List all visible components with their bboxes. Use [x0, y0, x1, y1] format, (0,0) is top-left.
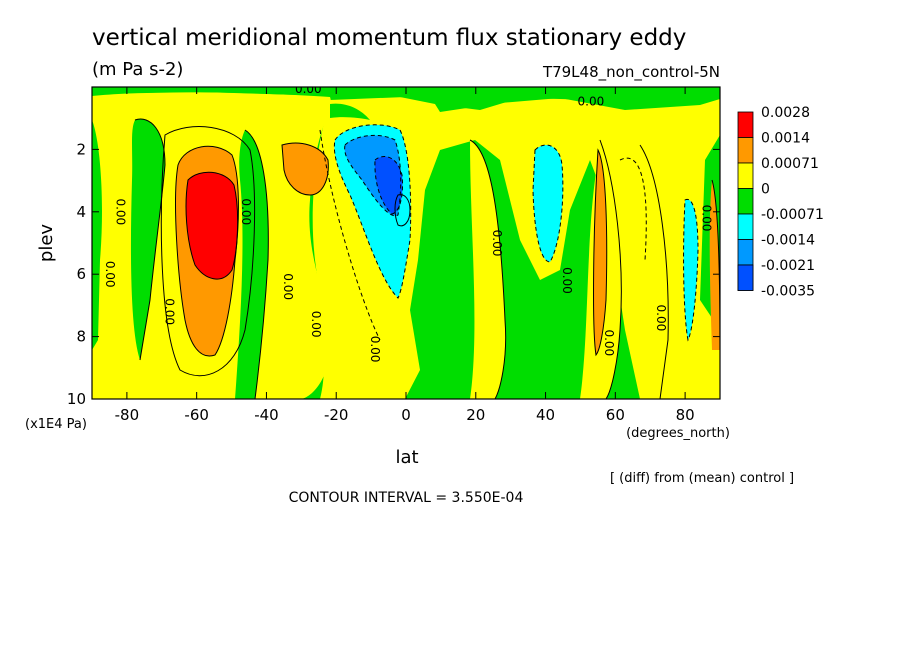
legend-swatch: [737, 188, 754, 215]
contour-line: [160, 126, 256, 377]
green-cap-20s: [330, 103, 370, 120]
legend-label: 0.00071: [761, 156, 819, 172]
contour-line: [344, 134, 402, 217]
contour-interval: CONTOUR INTERVAL = 3.550E-04: [289, 490, 524, 506]
contour-line: [374, 156, 403, 215]
x-tick-label: 80: [676, 406, 695, 424]
legend-swatch: [737, 239, 754, 266]
contour-value-label: 0.00: [281, 273, 295, 300]
x-tick-label: 40: [536, 406, 555, 424]
legend-label: 0: [761, 182, 770, 198]
contour-line: [619, 157, 647, 261]
contour-line: [532, 144, 564, 263]
legend-label: -0.0035: [761, 284, 815, 300]
contour-line: [639, 144, 669, 399]
legend-label: 0.0014: [761, 131, 810, 147]
green-regions: [92, 87, 720, 399]
contour-line: [394, 194, 411, 227]
run-label: T79L48_non_control-5N: [542, 63, 720, 82]
y-tick-label: 2: [76, 140, 86, 158]
x-tick-label: 60: [606, 406, 625, 424]
y-axis: 2 4 6 8 10: [67, 140, 720, 408]
units-label: (m Pa s-2): [92, 59, 183, 80]
color-legend: 0.0028 0.0014 0.00071 0 -0.00071 -0.0014 -0.00…: [737, 105, 824, 300]
x-tick-label: -20: [324, 406, 349, 424]
green-strip-45s: [235, 130, 269, 399]
x-tick-label: -60: [184, 406, 209, 424]
contour-line: [683, 198, 699, 342]
orange-88n: [709, 180, 720, 350]
legend-label: -0.0014: [761, 233, 815, 249]
y-tick-label: 8: [76, 328, 86, 346]
green-strip-75s: [130, 119, 165, 360]
region-north-positive: [312, 96, 720, 399]
contour-labels: 0.00 0.00 0.00 0.00 0.00 0.00 0.00 0.00 0.00 0.00…: [103, 82, 714, 363]
contour-value-label: 0.00: [113, 198, 127, 225]
contour-line: [593, 148, 608, 357]
contour-line: [175, 145, 239, 357]
legend-swatch: [737, 111, 754, 138]
orange-55n: [593, 150, 607, 355]
x-axis: -80 -60 -40 -20 0 20 40 60 80: [115, 87, 695, 424]
contour-value-label: 0.00: [602, 329, 616, 356]
x-tick-label: -80: [115, 406, 140, 424]
y-axis-label: plev: [36, 224, 57, 263]
chart-title: vertical meridional momentum flux statio…: [92, 25, 686, 51]
contour-line: [469, 139, 507, 399]
x-tick-label: -40: [254, 406, 279, 424]
y-axis-units: (x1E4 Pa): [25, 417, 87, 432]
y-tick-label: 4: [76, 203, 86, 221]
band-20n: [470, 140, 506, 399]
contour-line: [185, 171, 239, 280]
band-65n: [640, 145, 669, 399]
contour-line: [333, 124, 412, 299]
x-tick-label: 20: [466, 406, 485, 424]
y-tick-label: 6: [76, 265, 86, 283]
contour-line: [134, 118, 166, 361]
contour-field: 0.00 0.00 0.00 0.00 0.00 0.00 0.00 0.00 0.00 0.00…: [92, 82, 720, 399]
contour-value-label: 0.00: [295, 82, 322, 96]
cyan-40n: [533, 145, 563, 262]
red-60s: [186, 172, 238, 280]
contour-line: [244, 129, 269, 399]
contour-value-label: 0.00: [654, 305, 668, 332]
orange-25s: [282, 143, 329, 195]
green-top: [92, 87, 720, 110]
legend-label: -0.0021: [761, 258, 815, 274]
contour-value-label: 0.00: [162, 298, 176, 325]
x-tick-label: 0: [401, 406, 411, 424]
legend-swatch: [737, 264, 754, 291]
legend-swatch: [737, 137, 754, 164]
contour-value-label: 0.00: [309, 311, 323, 338]
contour-value-label: 0.00: [239, 198, 253, 225]
contour-line: [281, 142, 329, 196]
contour-line: [319, 129, 381, 341]
y-tick-label: 10: [67, 390, 86, 408]
contour-value-label: 0.00: [700, 205, 714, 232]
legend-label: -0.00071: [761, 207, 824, 223]
legend-label: 0.0028: [761, 105, 810, 121]
contour-lines: [134, 118, 720, 399]
contour-value-label: 0.00: [490, 230, 504, 257]
cyan-80n: [683, 199, 698, 340]
contour-value-label: 0.00: [368, 336, 382, 363]
x-axis-units: (degrees_north): [626, 426, 730, 441]
x-axis-label: lat: [395, 447, 418, 468]
negative-contour-lines: [319, 124, 699, 342]
green-strip-88s: [92, 120, 103, 350]
contour-line: [599, 139, 622, 399]
legend-swatch: [737, 162, 754, 189]
diff-note: [ (diff) from (mean) control ]: [610, 471, 794, 486]
contour-value-label: 0.00: [578, 95, 605, 109]
contour-value-label: 0.00: [560, 267, 574, 294]
contour-value-label: 0.00: [103, 261, 117, 288]
legend-swatch: [737, 213, 754, 240]
